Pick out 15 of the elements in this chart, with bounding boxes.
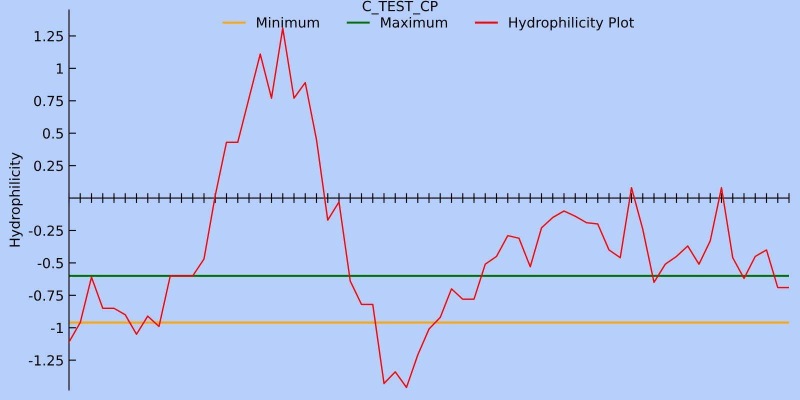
y-tick-label: 1.25 <box>34 30 63 42</box>
chart-title: C_TEST_CP <box>362 0 438 14</box>
y-tick-label: 0.75 <box>34 96 63 106</box>
legend-label: Minimum <box>257 16 319 28</box>
legend-label: Maximum <box>381 16 448 28</box>
legend-label: Hydrophilicity Plot <box>509 16 634 30</box>
y-tick-label: -0.25 <box>28 225 63 236</box>
y-axis-title: Hydrophilicity <box>9 152 23 247</box>
y-tick-label: 0.25 <box>34 160 63 172</box>
y-tick-label: -1 <box>50 322 63 334</box>
y-tick-label: 0.5 <box>42 128 63 139</box>
y-tick-label: 1 <box>56 64 63 74</box>
y-tick-label: -0.75 <box>28 290 63 301</box>
y-tick-label: -1.25 <box>28 355 63 366</box>
y-tick-label: -0.5 <box>38 258 63 268</box>
